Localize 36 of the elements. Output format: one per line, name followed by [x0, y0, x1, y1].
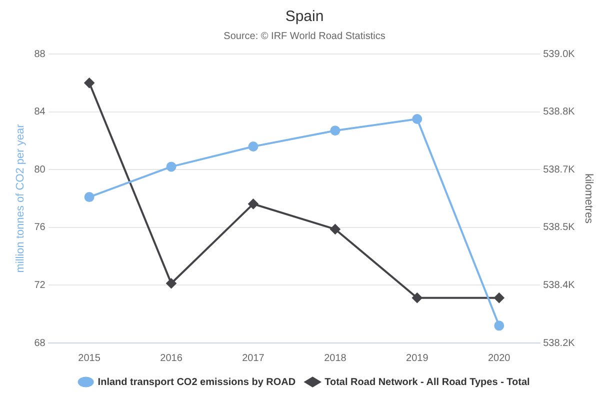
x-tick-label: 2018	[324, 352, 347, 364]
y2-tick-label: 538.5K	[543, 222, 576, 234]
legend-label: Total Road Network - All Road Types - Total	[324, 376, 530, 388]
point	[84, 78, 94, 88]
y-tick-label: 88	[34, 48, 46, 60]
point	[166, 162, 176, 172]
chart-title: Spain	[285, 8, 324, 26]
point	[412, 292, 422, 303]
y2-tick-label: 538.4K	[543, 280, 576, 291]
y2-axis-title: kilometres	[582, 173, 594, 224]
x-tick-label: 2016	[160, 352, 183, 364]
point	[330, 224, 340, 234]
point	[248, 141, 258, 152]
x-tick-label: 2015	[78, 352, 101, 364]
y-axis-title: million tonnes of CO2 per year	[14, 124, 27, 273]
x-tick-label: 2019	[406, 352, 429, 364]
y-tick-label: 80	[34, 164, 46, 176]
y-tick-label: 84	[34, 106, 46, 118]
chart-subtitle: Source: © IRF World Road Statistics	[224, 30, 386, 42]
legend-label: Inland transport CO2 emissions by ROAD	[98, 376, 296, 388]
x-tick-label: 2017	[242, 352, 265, 364]
y2-tick-label: 538.7K	[543, 164, 576, 176]
x-tick-label: 2020	[488, 352, 511, 364]
point	[494, 292, 504, 303]
y-tick-label: 72	[34, 280, 46, 291]
point	[84, 192, 94, 202]
point	[330, 126, 340, 136]
y2-tick-label: 538.8K	[543, 106, 576, 118]
y2-tick-label: 539.0K	[543, 48, 576, 60]
y-tick-label: 76	[34, 222, 46, 234]
point	[412, 114, 422, 124]
y2-tick-label: 538.2K	[543, 338, 576, 349]
point	[166, 278, 176, 288]
point	[248, 198, 258, 209]
y-tick-label: 68	[34, 338, 46, 349]
point	[494, 320, 504, 331]
